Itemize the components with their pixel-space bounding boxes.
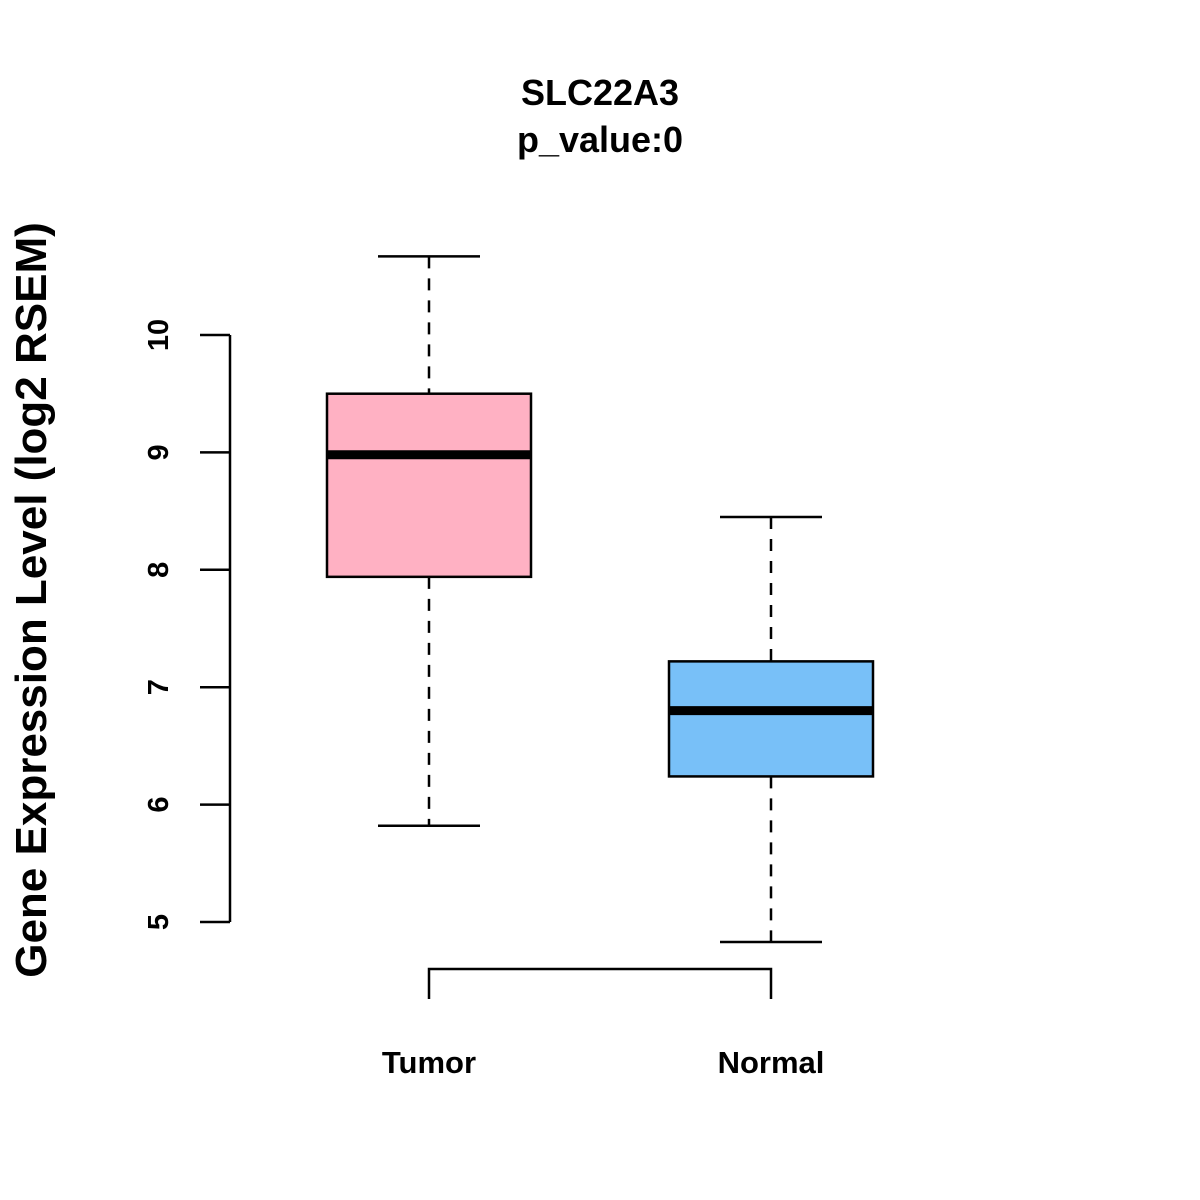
significance-bracket: [427, 967, 773, 999]
chart-subtitle: p_value:0: [517, 119, 683, 160]
y-tick-label-7: 7: [143, 679, 175, 695]
x-label-normal: Normal: [718, 1045, 825, 1080]
x-axis-labels: Tumor Normal: [382, 1045, 824, 1080]
x-label-tumor: Tumor: [382, 1045, 476, 1080]
iqr-box-normal: [667, 660, 875, 778]
iqr-box-tumor: [325, 392, 533, 579]
y-axis: 5 6 7 8 9 10: [143, 319, 232, 930]
y-tick-label-6: 6: [143, 797, 175, 813]
bracket-line: [427, 967, 773, 999]
boxes-layer: [325, 255, 875, 944]
y-tick-label-5: 5: [143, 914, 175, 930]
box-normal: [667, 515, 875, 944]
y-axis-label: Gene Expression Level (log2 RSEM): [7, 222, 56, 978]
y-tick-label-8: 8: [143, 562, 175, 578]
box-tumor: [325, 255, 533, 827]
y-tick-label-9: 9: [143, 444, 175, 460]
chart-title: SLC22A3: [521, 72, 679, 113]
y-tick-label-10: 10: [143, 319, 175, 351]
